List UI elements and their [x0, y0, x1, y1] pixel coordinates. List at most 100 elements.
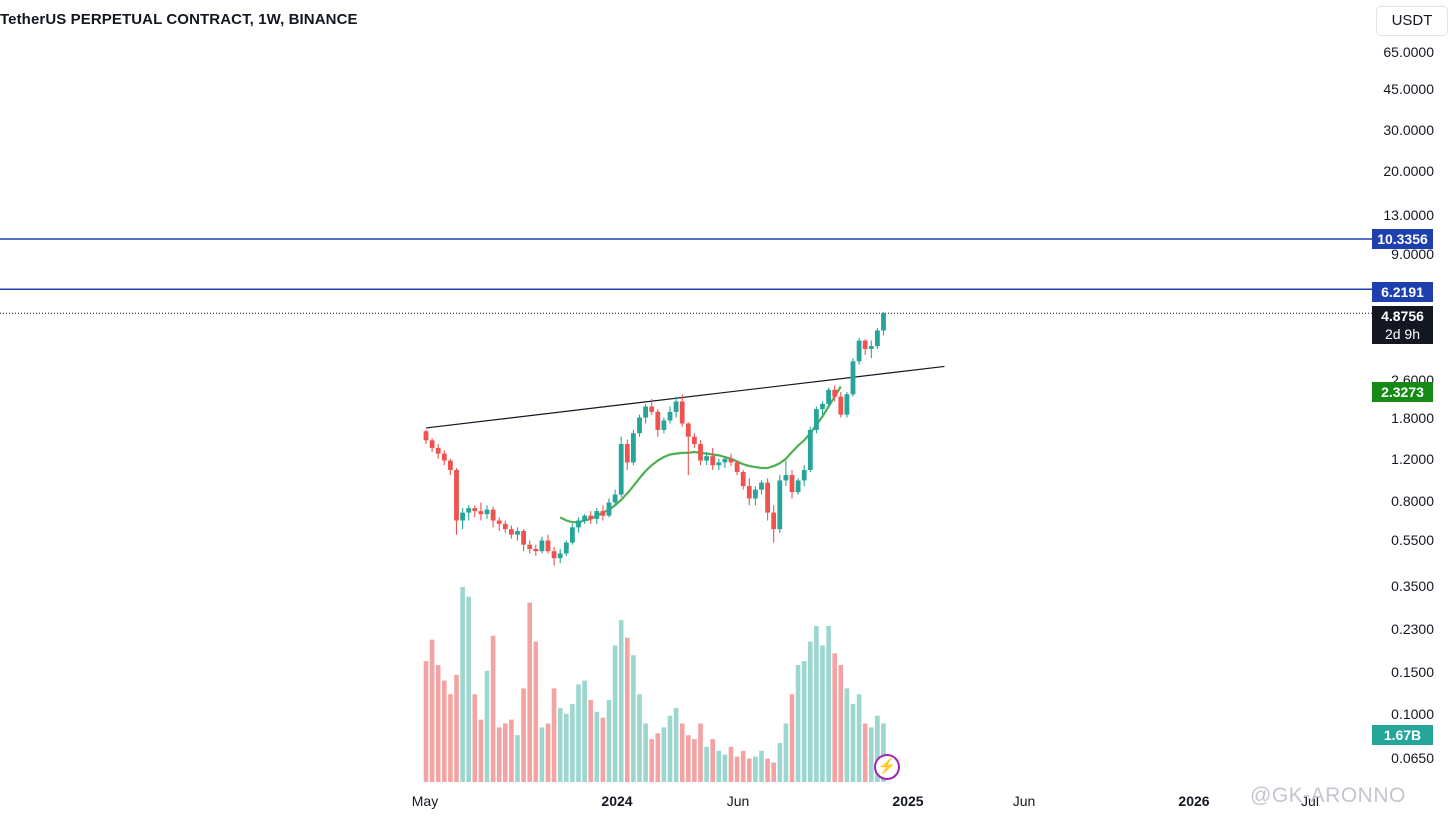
volume-bar: [454, 674, 459, 782]
volume-bar: [600, 717, 606, 782]
candle: [661, 417, 667, 434]
candle: [722, 456, 728, 469]
candle: [753, 486, 758, 506]
candle-body: [881, 313, 886, 331]
time-axis-tick: May: [412, 793, 438, 809]
candle: [448, 458, 453, 476]
volume-bar: [655, 733, 661, 782]
volume-bar: [490, 635, 496, 782]
price-axis-tick: 0.1000: [1391, 706, 1434, 722]
volume-bar: [740, 750, 746, 782]
volume-bar: [442, 680, 447, 782]
candle: [533, 544, 539, 556]
candle: [820, 401, 825, 415]
candle-body: [692, 436, 697, 445]
volume-bar: [765, 758, 770, 782]
volume-bar: [612, 645, 618, 782]
candle-body: [515, 530, 520, 535]
last-price-value: 4.8756: [1381, 308, 1424, 324]
candle-body: [582, 515, 587, 521]
candle-body: [771, 512, 777, 530]
volume-bar: [679, 723, 685, 782]
candle-body: [820, 403, 825, 410]
candle: [643, 403, 648, 424]
candle-body: [807, 429, 813, 470]
volume-bar: [545, 723, 551, 782]
candle-body: [502, 523, 508, 530]
price-level-badge-6-2191[interactable]: 6.2191: [1372, 282, 1433, 302]
lightning-icon[interactable]: ⚡: [874, 754, 900, 780]
candle: [631, 429, 636, 466]
price-level-badge-10-3356[interactable]: 10.3356: [1372, 229, 1433, 249]
candle: [582, 514, 587, 524]
candle-body: [875, 330, 880, 347]
candle: [490, 506, 496, 528]
price-axis: 65.0000 45.0000 30.0000 20.0000 13.0000 9.000…: [1383, 44, 1434, 766]
candle: [441, 450, 447, 466]
price-axis-tick: 0.1500: [1391, 664, 1434, 680]
candle: [478, 502, 484, 521]
candle-body: [478, 511, 484, 515]
candle: [673, 396, 679, 418]
candle-body: [472, 508, 478, 512]
volume-bar: [576, 684, 581, 782]
candle-body: [667, 411, 673, 421]
volume-bar: [631, 655, 636, 782]
volume-bar: [783, 723, 789, 782]
volume-bar: [771, 762, 776, 782]
volume-bar: [496, 727, 502, 782]
candle: [576, 517, 581, 533]
volume-bar: [808, 641, 813, 782]
candle: [844, 392, 850, 418]
candle: [728, 453, 734, 467]
candle: [600, 505, 606, 521]
candle: [698, 440, 703, 466]
candle-body: [661, 420, 667, 430]
candle-body: [527, 544, 533, 549]
candle-body: [618, 444, 624, 495]
candle: [765, 478, 770, 521]
candle-body: [448, 460, 453, 470]
volume-bar: [484, 670, 490, 782]
candle: [826, 387, 831, 407]
volume-bar: [789, 694, 795, 782]
candle-body: [850, 361, 856, 395]
candle-body: [728, 458, 734, 463]
watermark: @GK-ARONNO: [1250, 784, 1406, 807]
candle-body: [643, 406, 648, 418]
volume-bar: [649, 739, 654, 782]
candle-body: [734, 462, 740, 472]
candle: [496, 517, 502, 531]
candle-body: [649, 406, 655, 412]
candle-body: [765, 482, 770, 513]
candle: [692, 433, 697, 448]
candle-body: [759, 482, 764, 490]
candle: [429, 438, 435, 452]
volume-bar: [667, 715, 673, 782]
time-axis-tick: Jun: [727, 793, 750, 809]
candle: [588, 511, 594, 524]
price-axis-tick: 45.0000: [1383, 81, 1434, 97]
candle: [685, 422, 691, 476]
candle-body: [746, 486, 752, 499]
candle: [624, 439, 630, 470]
candle-body: [594, 511, 600, 519]
currency-selector[interactable]: USDT: [1376, 6, 1448, 36]
candle: [789, 470, 795, 499]
candle-body: [588, 515, 594, 519]
volume-bar: [606, 700, 612, 782]
volume-bar: [838, 665, 844, 782]
candle: [740, 470, 746, 490]
candle: [868, 340, 874, 359]
volume-bar: [862, 723, 868, 782]
candle: [484, 505, 490, 519]
candle: [807, 426, 813, 472]
volume-bar: [448, 694, 453, 782]
volume-bar: [564, 713, 569, 782]
candle: [716, 458, 722, 470]
candle: [777, 475, 783, 533]
candle-body: [484, 509, 490, 515]
price-axis-tick: 65.0000: [1383, 44, 1434, 60]
time-axis-tick: Jun: [1013, 793, 1036, 809]
